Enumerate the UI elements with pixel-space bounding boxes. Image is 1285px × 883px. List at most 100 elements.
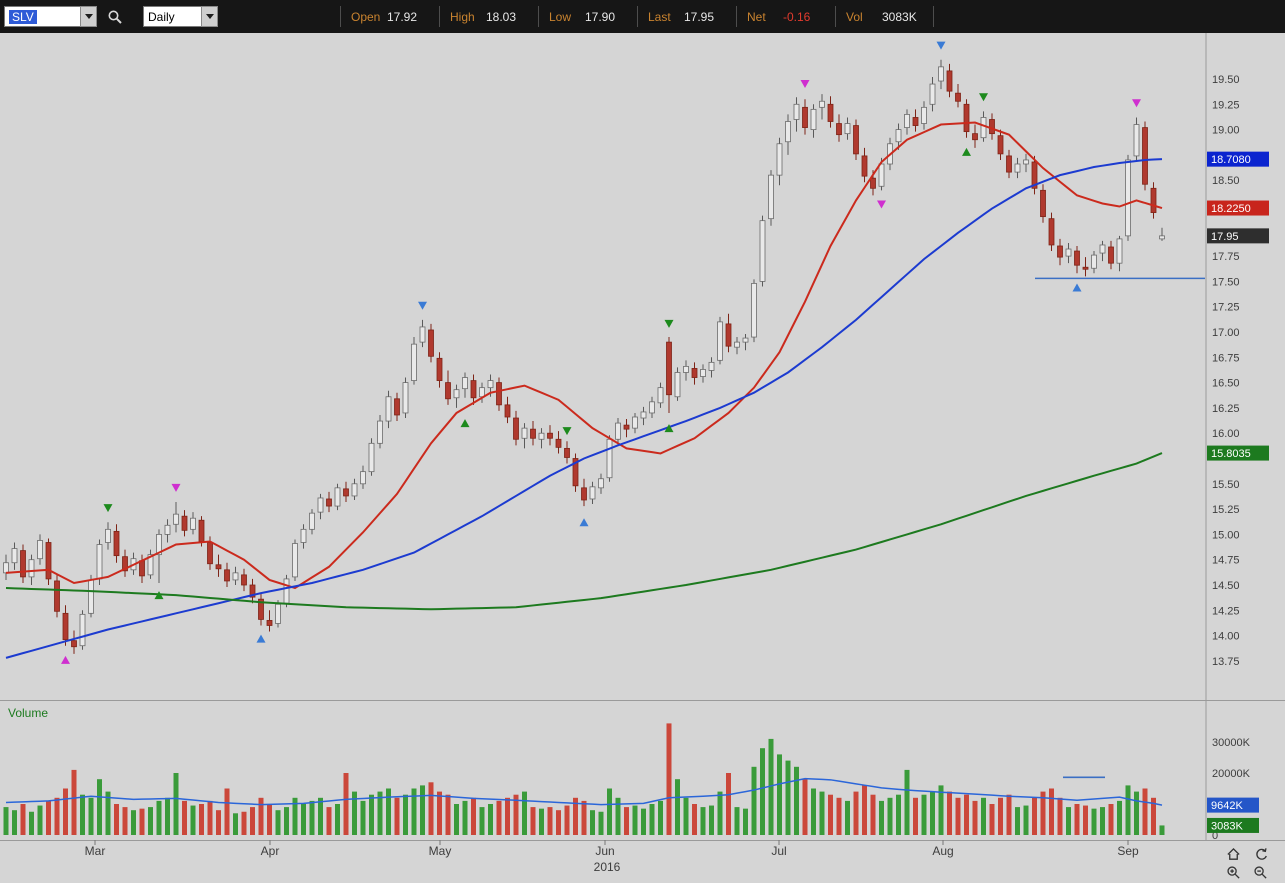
svg-text:13.75: 13.75	[1212, 656, 1240, 668]
svg-text:Sep: Sep	[1117, 844, 1139, 858]
price-badge	[1207, 200, 1269, 216]
quote-field-open: Open 17.92	[340, 6, 439, 27]
svg-text:3083K: 3083K	[1211, 820, 1243, 832]
quote-label: Open	[351, 9, 381, 24]
svg-text:Jun: Jun	[595, 844, 614, 858]
svg-text:17.50: 17.50	[1212, 276, 1240, 288]
chevron-down-icon	[84, 14, 93, 19]
svg-text:18.2250: 18.2250	[1211, 203, 1251, 215]
svg-text:14.00: 14.00	[1212, 631, 1240, 643]
svg-text:16.50: 16.50	[1212, 378, 1240, 390]
svg-text:Aug: Aug	[932, 844, 953, 858]
signal-marker-magenta-down	[171, 483, 181, 492]
price-axis: 19.50 19.25 19.00 18.50 17.75 17.50 17.25 17.00…	[1207, 74, 1269, 668]
svg-text:14.50: 14.50	[1212, 580, 1240, 592]
quote-label: High	[450, 9, 475, 24]
signal-marker-blue-down	[418, 301, 427, 310]
chart-background	[0, 33, 1285, 883]
quote-field-net: Net -0.16	[736, 6, 835, 27]
chart-nav-toolbar	[1220, 846, 1273, 881]
reset-view-button[interactable]	[1247, 846, 1273, 863]
quote-field-last: Last 17.95	[637, 6, 736, 27]
svg-text:2016: 2016	[594, 860, 621, 874]
signal-marker-green-up	[962, 147, 971, 156]
svg-text:17.00: 17.00	[1212, 327, 1240, 339]
search-icon	[108, 10, 122, 24]
svg-text:19.50: 19.50	[1212, 74, 1240, 86]
svg-text:17.25: 17.25	[1212, 302, 1240, 314]
interval-dropdown-button[interactable]	[201, 6, 218, 27]
svg-text:30000K: 30000K	[1212, 737, 1251, 749]
quote-value: 3083K	[882, 9, 917, 24]
quote-field-low: Low 17.90	[538, 6, 637, 27]
quote-label: Vol	[846, 9, 863, 24]
svg-text:19.00: 19.00	[1212, 125, 1240, 137]
svg-text:15.8035: 15.8035	[1211, 448, 1251, 460]
time-axis: Mar Apr May Jun Jul Aug Sep 2016	[85, 840, 1139, 874]
signal-marker-blue-up	[256, 634, 266, 643]
symbol-input[interactable]: SLV	[4, 6, 80, 27]
svg-text:May: May	[429, 844, 452, 858]
reset-view-icon	[1255, 848, 1267, 860]
svg-text:18.50: 18.50	[1212, 175, 1240, 187]
interval-input[interactable]: Daily	[143, 6, 201, 27]
signal-marker-green-down	[664, 319, 674, 328]
volume-pane-label: Volume	[8, 706, 48, 720]
quote-label: Net	[747, 9, 766, 24]
candles	[3, 59, 1165, 654]
signal-marker-magenta-up	[61, 655, 70, 664]
signal-marker-green-up	[664, 424, 674, 433]
quote-label: Last	[648, 9, 671, 24]
zoom-out-icon	[1253, 866, 1267, 879]
svg-text:18.7080: 18.7080	[1211, 154, 1251, 166]
svg-text:Jul: Jul	[771, 844, 786, 858]
quote-field-high: High 18.03	[439, 6, 538, 27]
price-badge	[1207, 445, 1269, 461]
home-button[interactable]	[1220, 846, 1246, 863]
signal-marker-green-up	[154, 591, 164, 600]
signal-marker-green-up	[460, 419, 470, 428]
signal-marker-magenta-down	[877, 200, 886, 209]
svg-text:17.75: 17.75	[1212, 251, 1240, 263]
pane-separators	[0, 33, 1285, 841]
ma-long-green	[5, 452, 1163, 611]
signal-marker-blue-up	[579, 518, 589, 527]
symbol-field: SLV	[4, 6, 97, 27]
svg-text:14.25: 14.25	[1212, 605, 1240, 617]
zoom-in-icon	[1226, 866, 1240, 879]
zoom-out-button[interactable]	[1247, 864, 1273, 881]
signal-marker-blue-down	[936, 41, 946, 50]
ma-fast-red	[5, 121, 1163, 590]
interval-text: Daily	[148, 9, 175, 24]
svg-text:16.25: 16.25	[1212, 403, 1240, 415]
price-badge	[1207, 228, 1269, 244]
ma-slow-blue	[5, 158, 1163, 659]
volume-badge	[1207, 797, 1259, 813]
main-toolbar: SLV Daily Open 17.92 High 18.03 Low 17.90 Last…	[0, 0, 1285, 33]
svg-text:Apr: Apr	[261, 844, 280, 858]
svg-text:14.75: 14.75	[1212, 555, 1240, 567]
volume-ma-line	[5, 777, 1163, 806]
symbol-text: SLV	[9, 9, 37, 24]
svg-text:15.00: 15.00	[1212, 529, 1240, 541]
symbol-dropdown-button[interactable]	[80, 6, 97, 27]
volume-bars	[3, 723, 1165, 835]
quote-value: 17.95	[684, 9, 715, 24]
svg-text:20000K: 20000K	[1212, 768, 1251, 780]
svg-text:15.50: 15.50	[1212, 479, 1240, 491]
signal-marker-green-down	[103, 504, 113, 513]
chevron-down-icon	[205, 14, 214, 19]
quote-value: -0.16	[783, 9, 811, 24]
chart-area: 19.50 19.25 19.00 18.50 17.75 17.50 17.25 17.00…	[0, 33, 1285, 883]
price-chart[interactable]: 19.50 19.25 19.00 18.50 17.75 17.50 17.25 17.00…	[0, 33, 1285, 883]
quote-value: 18.03	[486, 9, 517, 24]
price-badge	[1207, 151, 1269, 167]
signal-marker-magenta-down	[800, 80, 810, 89]
home-icon	[1226, 847, 1240, 860]
symbol-search-button[interactable]	[107, 9, 123, 25]
quote-strip: Open 17.92 High 18.03 Low 17.90 Last 17.95 Net -0…	[340, 6, 934, 27]
signal-marker-magenta-down	[1132, 99, 1141, 108]
signal-markers	[61, 41, 1141, 664]
zoom-in-button[interactable]	[1220, 864, 1246, 881]
volume-badge	[1207, 817, 1259, 833]
